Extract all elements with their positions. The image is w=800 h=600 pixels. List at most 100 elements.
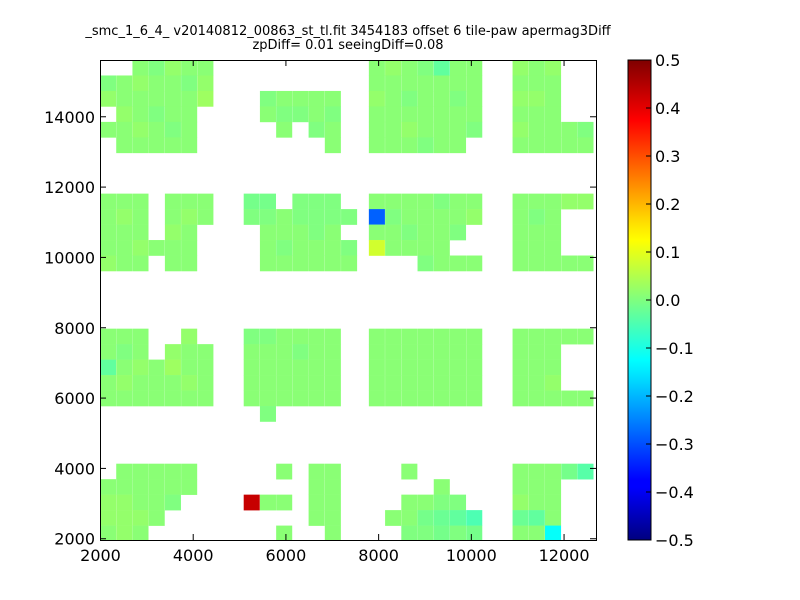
heatmap-cell <box>433 390 450 407</box>
heatmap-cell <box>132 525 149 541</box>
heatmap-cell <box>528 193 545 210</box>
heatmap-cell <box>512 390 529 407</box>
heatmap-cell <box>324 390 341 407</box>
heatmap-cell <box>385 390 402 407</box>
heatmap-cell <box>577 463 594 480</box>
heatmap-cell <box>401 359 418 376</box>
heatmap-cell <box>116 390 133 407</box>
heatmap-cell <box>368 375 385 391</box>
heatmap-cell <box>512 344 529 360</box>
heatmap-cell <box>132 375 149 391</box>
heatmap-cell <box>417 240 434 256</box>
x-tick-label: 8000 <box>358 546 399 565</box>
heatmap-cell <box>132 224 149 241</box>
heatmap-cell <box>433 494 450 511</box>
heatmap-cell <box>401 193 418 210</box>
heatmap-cell <box>197 75 214 92</box>
heatmap-cell <box>259 224 276 241</box>
heatmap-cell <box>164 224 181 241</box>
heatmap-cell <box>512 359 529 376</box>
heatmap-cell <box>100 375 117 391</box>
heatmap-cell <box>132 106 149 123</box>
heatmap-cell <box>259 375 276 391</box>
heatmap-cell <box>116 137 133 154</box>
heatmap-cell <box>308 106 325 123</box>
heatmap-cell <box>528 344 545 360</box>
heatmap-cell <box>308 344 325 360</box>
heatmap-cell <box>528 375 545 391</box>
heatmap-cell <box>417 224 434 241</box>
heatmap-cell <box>116 525 133 541</box>
heatmap-cell <box>528 479 545 495</box>
heatmap-cell <box>449 494 467 511</box>
heatmap-cell <box>449 255 467 272</box>
heatmap-cell <box>577 255 594 272</box>
heatmap-cell <box>276 359 293 376</box>
heatmap-cell <box>276 463 293 480</box>
heatmap-cell <box>466 255 483 272</box>
heatmap-cell <box>308 510 325 526</box>
heatmap-cell <box>449 510 467 526</box>
heatmap-cell <box>100 390 117 407</box>
heatmap-cell <box>466 209 483 225</box>
heatmap-cell <box>433 121 450 138</box>
heatmap-cell <box>132 240 149 256</box>
heatmap-cell <box>512 224 529 241</box>
heatmap-cell <box>181 224 198 241</box>
heatmap-cell <box>512 479 529 495</box>
heatmap-cell <box>528 106 545 123</box>
heatmap-cell <box>181 240 198 256</box>
heatmap-cell <box>545 510 562 526</box>
heatmap-cell <box>512 525 529 541</box>
heatmap-cell <box>528 463 545 480</box>
heatmap-cell <box>368 121 385 138</box>
heatmap-cell <box>181 90 198 107</box>
heatmap-cell <box>100 525 117 541</box>
heatmap-cell <box>132 479 149 495</box>
heatmap-cell <box>148 121 165 138</box>
heatmap-cell <box>259 494 276 511</box>
heatmap-cell <box>417 137 434 154</box>
heatmap-cell <box>116 209 133 225</box>
heatmap-cell <box>197 90 214 107</box>
heatmap-cell <box>197 60 214 76</box>
heatmap-cell <box>401 121 418 138</box>
heatmap-cell <box>100 344 117 360</box>
heatmap-cell <box>308 479 325 495</box>
heatmap-cell <box>100 90 117 107</box>
heatmap-cell <box>577 193 594 210</box>
heatmap-cell <box>164 344 181 360</box>
heatmap-cell <box>164 193 181 210</box>
y-tick-label: 6000 <box>54 389 95 408</box>
heatmap-cell <box>197 344 214 360</box>
heatmap-cell <box>417 75 434 92</box>
heatmap-cell <box>528 390 545 407</box>
heatmap-cell <box>341 255 358 272</box>
heatmap-cell <box>466 60 483 76</box>
heatmap-cell <box>449 224 467 241</box>
heatmap-cell <box>368 137 385 154</box>
colorbar-tick-label: 0.0 <box>655 291 680 310</box>
heatmap-cell <box>292 106 309 123</box>
heatmap-cell <box>164 375 181 391</box>
heatmap-cell <box>401 90 418 107</box>
heatmap-cell <box>401 344 418 360</box>
heatmap-cell <box>100 255 117 272</box>
heatmap-cell <box>181 479 198 495</box>
chart-title: _smc_1_6_4_ v20140812_00863_st_tl.fit 34… <box>0 25 696 53</box>
heatmap-cell <box>324 525 341 541</box>
heatmap-cell <box>433 510 450 526</box>
heatmap-cell <box>324 510 341 526</box>
heatmap-cell <box>164 60 181 76</box>
heatmap-cell <box>100 209 117 225</box>
heatmap-cell <box>308 375 325 391</box>
heatmap-cell <box>276 494 293 511</box>
heatmap-cell <box>148 106 165 123</box>
heatmap-cell <box>292 375 309 391</box>
heatmap-cell <box>528 510 545 526</box>
heatmap-cell <box>116 510 133 526</box>
heatmap-cell <box>385 90 402 107</box>
heatmap-cell <box>433 240 450 256</box>
heatmap-cell <box>385 60 402 76</box>
heatmap-cell <box>433 60 450 76</box>
